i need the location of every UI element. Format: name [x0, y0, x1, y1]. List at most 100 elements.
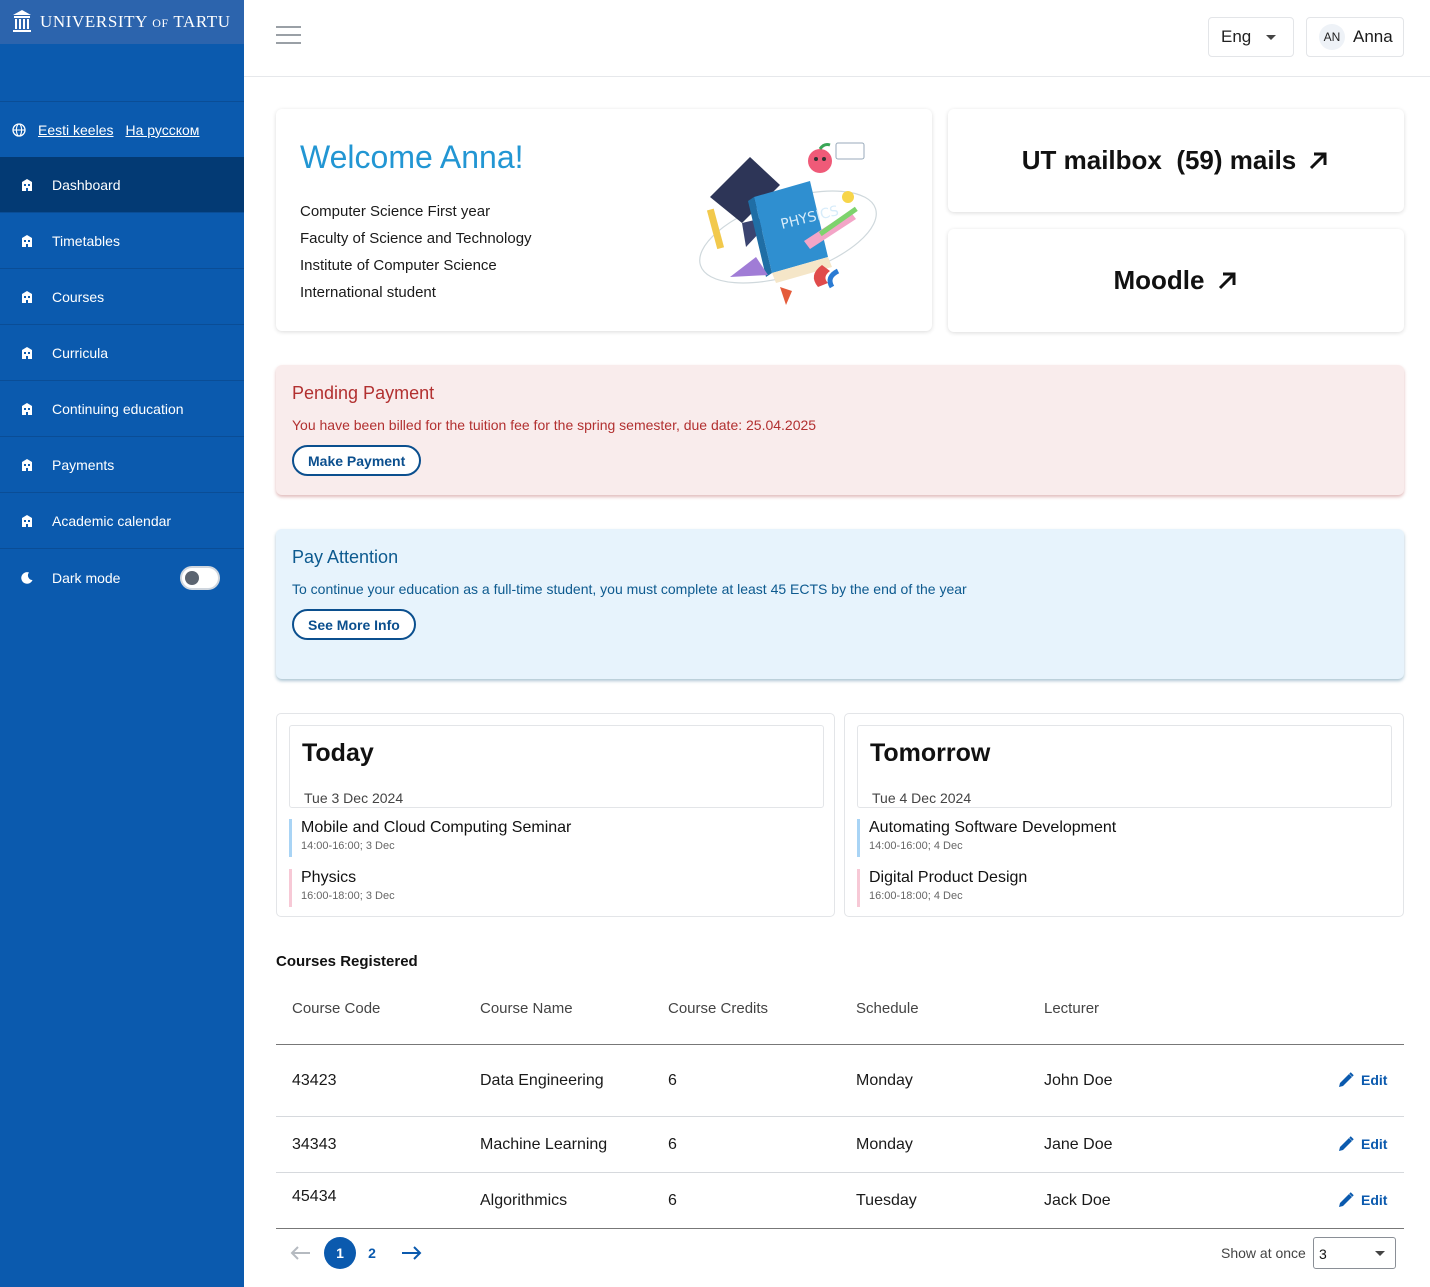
- event-name: Physics: [301, 869, 357, 886]
- sidebar-item-dark-mode: Dark mode: [0, 549, 244, 607]
- alert-text: To continue your education as a full-tim…: [292, 581, 967, 597]
- sidebar-item-payments[interactable]: Payments: [0, 437, 244, 493]
- sidebar-item-label: Curricula: [52, 344, 109, 361]
- cell-course-name: Machine Learning: [480, 1136, 608, 1153]
- student-info-line: Faculty of Science and Technology: [300, 230, 532, 247]
- page-button-2[interactable]: 2: [368, 1245, 376, 1261]
- make-payment-button[interactable]: Make Payment: [292, 445, 422, 476]
- edit-label: Edit: [1361, 1192, 1388, 1208]
- event-color-bar: [289, 819, 292, 857]
- event-time: 16:00-18:00; 4 Dec: [869, 890, 963, 902]
- schedule-date: Tue 4 Dec 2024: [872, 790, 972, 806]
- schedule-event[interactable]: Automating Software Development 14:00-16…: [857, 819, 1377, 857]
- schedule-title: Today: [302, 739, 374, 767]
- schedule-date: Tue 3 Dec 2024: [304, 790, 404, 806]
- sidebar-item-academic-calendar[interactable]: Academic calendar: [0, 493, 244, 549]
- column-header-course-credits[interactable]: Course Credits: [668, 1000, 769, 1017]
- sidebar-item-label: Payments: [52, 456, 115, 473]
- welcome-card: Welcome Anna! Computer Science First yea…: [276, 109, 932, 331]
- edit-button[interactable]: Edit: [1337, 1071, 1387, 1089]
- cell-course-code: 34343: [292, 1136, 337, 1153]
- edit-button[interactable]: Edit: [1337, 1135, 1387, 1153]
- user-menu[interactable]: AN Anna: [1306, 17, 1404, 57]
- see-more-info-button[interactable]: See More Info: [292, 609, 416, 640]
- student-info-line: International student: [300, 284, 436, 301]
- column-header-course-name[interactable]: Course Name: [480, 1000, 573, 1017]
- event-time: 14:00-16:00; 3 Dec: [301, 840, 395, 852]
- cell-schedule: Monday: [856, 1136, 913, 1153]
- moodle-link[interactable]: Moodle: [948, 229, 1404, 332]
- schedule-event[interactable]: Digital Product Design 16:00-18:00; 4 De…: [857, 869, 1377, 907]
- language-select[interactable]: Eng: [1208, 17, 1294, 57]
- sidebar-item-dashboard[interactable]: Dashboard: [0, 157, 244, 213]
- language-select-value: Eng: [1221, 27, 1252, 46]
- language-link-estonian[interactable]: Eesti keeles: [38, 121, 114, 138]
- arrow-up-right-icon: [1310, 152, 1327, 169]
- dark-mode-toggle[interactable]: [180, 566, 220, 590]
- schedule-title: Tomorrow: [870, 739, 991, 767]
- welcome-title: Welcome Anna!: [300, 139, 524, 175]
- pay-attention-alert: Pay Attention To continue your education…: [276, 529, 1404, 679]
- sidebar-item-continuing-education[interactable]: Continuing education: [0, 381, 244, 437]
- show-at-once-select[interactable]: 3: [1313, 1237, 1396, 1269]
- student-info-line: Computer Science First year: [300, 203, 491, 220]
- event-name: Automating Software Development: [869, 819, 1117, 836]
- schedule-event[interactable]: Physics 16:00-18:00; 3 Dec: [289, 869, 809, 907]
- page-button-1[interactable]: 1: [324, 1237, 356, 1269]
- caret-down-icon: [1375, 1251, 1385, 1256]
- cell-schedule: Tuesday: [856, 1192, 917, 1209]
- cell-lecturer: John Doe: [1044, 1072, 1113, 1089]
- arrow-right-icon[interactable]: [401, 1245, 423, 1261]
- mailbox-link[interactable]: UT mailbox (59) mails: [948, 109, 1404, 212]
- building-icon: [22, 402, 32, 415]
- cell-course-credits: 6: [668, 1192, 677, 1209]
- language-link-russian[interactable]: На русском: [125, 121, 200, 138]
- building-icon: [22, 346, 32, 359]
- language-switcher: Eesti keeles На русском: [0, 101, 244, 157]
- column-header-lecturer[interactable]: Lecturer: [1044, 1000, 1100, 1017]
- arrow-up-right-icon: [1218, 272, 1235, 289]
- dark-mode-label: Dark mode: [52, 570, 121, 586]
- cell-lecturer: Jane Doe: [1044, 1136, 1113, 1153]
- menu-icon[interactable]: [276, 26, 301, 46]
- building-icon: [22, 458, 32, 471]
- moon-icon: [21, 572, 33, 584]
- event-name: Digital Product Design: [869, 869, 1028, 886]
- university-logo[interactable]: UNIVERSITY OF TARTU: [0, 0, 244, 44]
- globe-icon: [12, 122, 26, 137]
- building-icon: [22, 234, 32, 247]
- building-icon: [22, 290, 32, 303]
- moodle-label: Moodle: [1113, 265, 1205, 295]
- edit-label: Edit: [1361, 1072, 1388, 1088]
- edit-button[interactable]: Edit: [1337, 1191, 1387, 1209]
- schedule-event[interactable]: Mobile and Cloud Computing Seminar 14:00…: [289, 819, 809, 857]
- top-bar: Eng AN Anna: [244, 0, 1430, 77]
- sidebar-item-label: Dashboard: [52, 176, 121, 193]
- column-header-schedule[interactable]: Schedule: [856, 1000, 919, 1017]
- event-color-bar: [857, 819, 860, 857]
- row-divider: [276, 1172, 1404, 1173]
- schedule-header: Today Tue 3 Dec 2024: [289, 725, 824, 808]
- sidebar-item-timetables[interactable]: Timetables: [0, 213, 244, 269]
- show-at-once-value: 3: [1319, 1246, 1327, 1262]
- user-name: Anna: [1353, 27, 1393, 46]
- pencil-icon: [1339, 1192, 1354, 1207]
- sidebar-item-curricula[interactable]: Curricula: [0, 325, 244, 381]
- student-info: Computer Science First year Faculty of S…: [300, 198, 532, 306]
- sidebar-item-courses[interactable]: Courses: [0, 269, 244, 325]
- caret-down-icon: [1266, 35, 1276, 40]
- sidebar: UNIVERSITY OF TARTU Eesti keeles На русс…: [0, 0, 244, 1287]
- event-color-bar: [857, 869, 860, 907]
- edit-label: Edit: [1361, 1136, 1388, 1152]
- cell-lecturer: Jack Doe: [1044, 1192, 1111, 1209]
- pencil-icon: [1339, 1072, 1354, 1087]
- sidebar-item-label: Courses: [52, 288, 105, 305]
- cell-course-code: 45434: [292, 1188, 337, 1205]
- event-time: 16:00-18:00; 3 Dec: [301, 890, 395, 902]
- university-name: UNIVERSITY OF TARTU: [40, 12, 231, 31]
- cell-course-credits: 6: [668, 1072, 677, 1089]
- alert-title: Pending Payment: [292, 383, 435, 403]
- arrow-left-icon[interactable]: [289, 1245, 311, 1261]
- cell-course-code: 43423: [292, 1072, 337, 1089]
- column-header-course-code[interactable]: Course Code: [292, 1000, 381, 1017]
